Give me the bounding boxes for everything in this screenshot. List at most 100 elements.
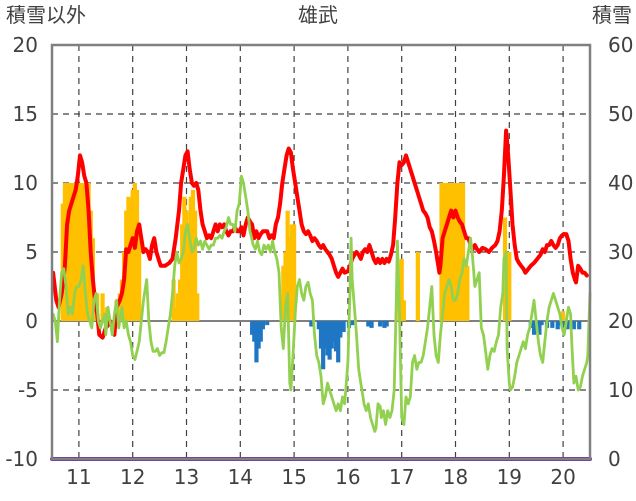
orange-bar [448,183,453,321]
x-tick-label: 13 [174,465,199,489]
orange-bar [454,183,459,321]
blue-bar [565,321,570,330]
orange-bar [86,183,91,321]
orange-bar [281,265,286,321]
orange-bar [283,252,288,321]
y-left-tick-label: 0 [25,309,38,333]
blue-bar [338,321,343,338]
orange-bar [285,210,290,321]
blue-bar [260,321,265,330]
orange-bar [137,224,142,321]
blue-bar [571,321,576,330]
y-right-tick-label: 0 [608,447,621,471]
y-right-tick-label: 10 [608,378,633,402]
orange-bar [182,196,187,321]
x-tick-label: 18 [443,465,468,489]
blue-bar [325,321,330,356]
y-right-tick-label: 20 [608,309,633,333]
x-tick-label: 15 [281,465,306,489]
orange-bar [77,183,83,321]
blue-bar [341,321,346,333]
orange-bar [465,265,470,321]
orange-bar [177,279,183,321]
orange-bar [171,279,176,321]
y-left-tick-label: 15 [13,102,38,126]
orange-bar [289,224,295,321]
orange-bar [84,183,89,321]
orange-bar [80,183,85,321]
blue-bar [384,321,389,327]
orange-bar [119,279,125,321]
blue-bar [561,321,566,328]
blue-bar [252,321,257,342]
blue-bar [265,321,270,326]
x-tick-label: 20 [550,465,575,489]
y-left-tick-label: -5 [18,378,38,402]
blue-bar [331,321,337,342]
orange-bar [100,293,105,321]
orange-bar [73,183,78,321]
x-tick-label: 17 [389,465,414,489]
orange-bar [401,300,406,321]
orange-bar [399,258,404,321]
orange-bar [184,210,189,321]
blue-bar [369,321,374,328]
blue-bar [382,321,387,328]
orange-bar [60,203,65,321]
blue-bar [254,321,259,363]
blue-bar [256,321,261,349]
y-right-tick-label: 50 [608,102,633,126]
blue-bar [316,321,321,330]
blue-bar [350,321,355,326]
y-left-tick-label: 20 [13,33,38,57]
blue-bar [333,321,339,352]
orange-bar [186,238,191,321]
blue-bar [550,321,555,328]
orange-bar [175,293,180,321]
left-axis-title: 積雪以外 [6,3,86,27]
y-left-tick-label: 10 [13,171,38,195]
y-right-tick-label: 40 [608,171,633,195]
blue-bar [336,321,341,363]
blue-bar [537,321,542,335]
orange-bar [71,183,76,321]
y-left-tick-label: 5 [25,240,38,264]
orange-bar [441,183,446,321]
y-right-tick-label: 60 [608,33,633,57]
y-right-tick-label: 30 [608,240,633,264]
orange-bar [443,183,448,321]
orange-bar [117,293,122,321]
orange-bar [130,189,135,321]
blue-bar [318,321,324,349]
plot-frame [50,43,592,461]
orange-bar [132,183,137,321]
orange-bar [190,189,196,321]
orange-bar [134,189,140,321]
x-tick-label: 16 [335,465,360,489]
x-tick-label: 11 [66,465,91,489]
x-tick-label: 14 [228,465,253,489]
blue-bar [577,321,582,330]
blue-bar [309,321,314,327]
orange-bar [561,311,566,321]
orange-bar [75,183,80,321]
orange-bar [180,224,185,321]
orange-bar [69,183,74,321]
orange-bar [195,293,200,321]
green-line [51,174,592,433]
orange-bar [507,252,512,321]
orange-bar [415,252,420,321]
orange-bar [456,183,461,321]
tick-labels: -10 -5 0 5 10 15 20 0 10 20 30 40 50 60 11 12 13 14 15 16 17… [5,33,633,489]
orange-bar [193,210,198,321]
orange-bar [460,183,466,321]
orange-bar [126,196,131,321]
orange-bar [445,183,451,321]
blue-bar [378,321,383,327]
blue-bar [555,321,560,330]
orange-bar [292,224,297,321]
orange-bar [450,183,455,321]
blue-bar [327,321,332,360]
y-left-tick-label: -10 [5,447,38,471]
chart-title: 雄武 [298,3,338,27]
